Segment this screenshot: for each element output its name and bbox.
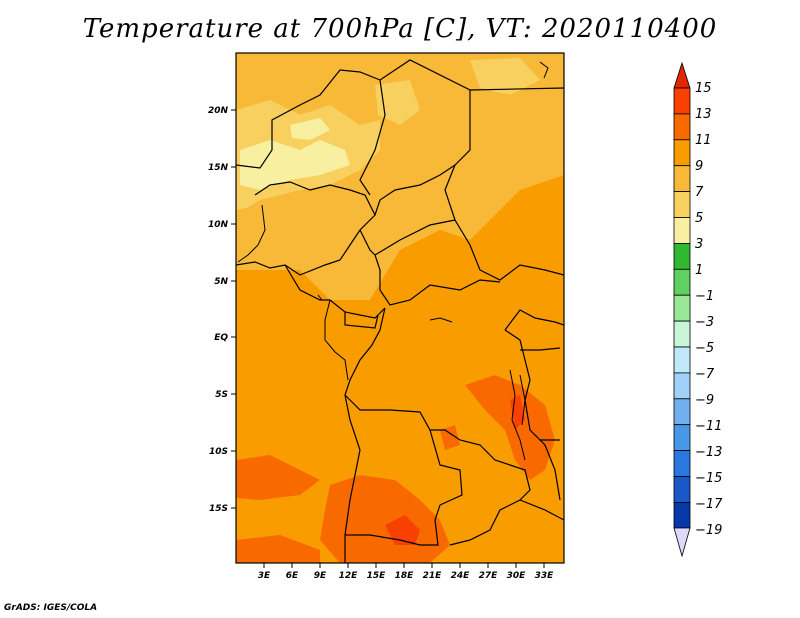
colorbar-label: −11 [695, 419, 722, 434]
colorbar-swatch [673, 217, 691, 244]
field-3-5-northwest [240, 140, 350, 190]
colorbar-swatch [673, 476, 691, 503]
colorbar-swatch [673, 87, 691, 115]
colorbar-swatch [673, 191, 691, 218]
latitude-axis: 20N 15N 10N 5N EQ 5S 10S 15S [208, 106, 236, 514]
colorbar-bottom-arrow [673, 527, 691, 558]
colorbar-label: −19 [695, 523, 722, 538]
field-11-13-south [320, 475, 450, 563]
colorbar-label: 7 [695, 185, 704, 200]
field-11-13-southwest2 [236, 535, 320, 563]
colorbar-label: 9 [695, 159, 703, 174]
colorbar-swatch [673, 165, 691, 192]
colorbar-label: 11 [695, 133, 712, 148]
colorbar-labels: 15 13 11 9 7 5 3 1 −1 −3 −5 −7 −9 −11 −1… [695, 81, 723, 538]
colorbar-swatch [673, 294, 691, 322]
country-boundaries [236, 59, 564, 563]
colorbar-label: −1 [695, 289, 714, 304]
lon-label: 18E [395, 571, 415, 581]
colorbar-label: −3 [695, 315, 714, 330]
colorbar-swatch [673, 242, 691, 270]
colorbar-label: 3 [695, 237, 703, 252]
colorbar-swatch [673, 424, 691, 452]
colorbar-swatch [673, 139, 691, 167]
lon-label: 30E [507, 571, 527, 581]
lat-label: 15N [208, 163, 229, 173]
field-3-5-small [290, 118, 330, 140]
lon-label: 33E [535, 571, 555, 581]
lon-label: 9E [314, 571, 327, 581]
colorbar-label: −9 [695, 393, 714, 408]
lat-label: 5N [214, 277, 228, 287]
colorbar-label: 5 [695, 211, 703, 226]
colorbar-swatch [673, 372, 691, 400]
colorbar-label: −5 [695, 341, 714, 356]
field-5-7-northeast [470, 58, 540, 95]
lat-label: EQ [214, 333, 228, 343]
colorbar-swatch [673, 268, 691, 296]
lon-label: 12E [339, 571, 359, 581]
colorbar-swatch [673, 113, 691, 141]
colorbar-swatch [673, 501, 691, 529]
colorbar [673, 61, 691, 558]
colorbar-label: −13 [695, 445, 722, 460]
field-7-9-west [236, 205, 280, 265]
lon-label: 24E [451, 571, 471, 581]
lat-label: 5S [215, 390, 228, 400]
colorbar-swatch [673, 320, 691, 348]
lon-label: 3E [258, 571, 271, 581]
lon-label: 15E [367, 571, 387, 581]
colorbar-label: −17 [695, 497, 723, 512]
field-11-13-small [440, 425, 460, 450]
coastlines [237, 61, 549, 461]
field-11-13-southwest [236, 455, 320, 500]
map-title: Temperature at 700hPa [C], VT: 202011040… [82, 14, 718, 44]
longitude-axis: 3E 6E 9E 12E 15E 18E 21E 24E 27E 30E 33E [258, 563, 554, 581]
field-13-15-south [385, 515, 420, 545]
colorbar-swatch [673, 450, 691, 477]
map-frame [235, 52, 565, 564]
lat-label: 10N [208, 220, 229, 230]
colorbar-swatch [673, 346, 691, 374]
colorbar-label: 1 [695, 263, 703, 278]
lon-label: 27E [479, 571, 499, 581]
colorbar-label: −7 [695, 367, 715, 382]
map-plot-area [236, 53, 564, 563]
lat-label: 10S [209, 447, 228, 457]
field-11-13-east [465, 375, 555, 480]
colorbar-label: −15 [695, 471, 722, 486]
lat-label: 20N [208, 106, 229, 116]
lon-label: 21E [423, 571, 443, 581]
footer-credit: GrADS: IGES/COLA [4, 603, 98, 613]
lon-label: 6E [286, 571, 299, 581]
colorbar-label: 15 [695, 81, 712, 96]
colorbar-swatch [673, 398, 691, 426]
lat-label: 15S [209, 504, 228, 514]
colorbar-top-arrow [673, 61, 691, 89]
colorbar-label: 13 [695, 107, 712, 122]
field-5-7-center [375, 80, 420, 125]
